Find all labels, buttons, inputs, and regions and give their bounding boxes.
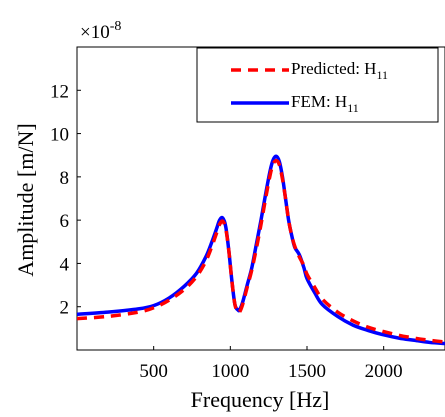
legend-label-predicted-sub: 11 [376, 68, 388, 82]
x-tick-label: 2000 [365, 361, 403, 382]
series-group [77, 154, 445, 346]
y-exponent-power: -8 [110, 19, 122, 34]
legend-label-fem-main: FEM: H [291, 92, 347, 111]
legend-label-fem-sub: 11 [347, 101, 359, 115]
y-tick-label: 10 [50, 125, 69, 146]
legend-label-fem: FEM: H11 [291, 92, 359, 115]
y-exponent-base: ×10 [80, 22, 110, 43]
y-axis-label: Amplitude [m/N] [13, 123, 38, 276]
x-tick-label: 1000 [211, 361, 249, 382]
y-tick-label: 4 [60, 254, 70, 275]
y-exponent-label: ×10-8 [80, 19, 121, 43]
x-tick-label: 1500 [288, 361, 326, 382]
tick-group: 500 1000 1500 2000 2 4 6 8 10 12 [50, 81, 403, 382]
series-line-fem [77, 154, 445, 346]
series-line-predicted [77, 158, 445, 344]
x-tick-label: 500 [139, 361, 168, 382]
legend: Predicted: H11 FEM: H11 [196, 47, 439, 123]
x-axis-label: Frequency [Hz] [191, 387, 330, 412]
y-tick-label: 6 [60, 211, 70, 232]
legend-label-predicted: Predicted: H11 [291, 59, 388, 82]
legend-label-predicted-main: Predicted: H [291, 59, 376, 78]
plot-area-frame [76, 46, 445, 351]
y-tick-label: 12 [50, 81, 69, 102]
legend-box [196, 47, 439, 123]
y-tick-label: 8 [60, 168, 70, 189]
y-tick-label: 2 [60, 298, 70, 319]
